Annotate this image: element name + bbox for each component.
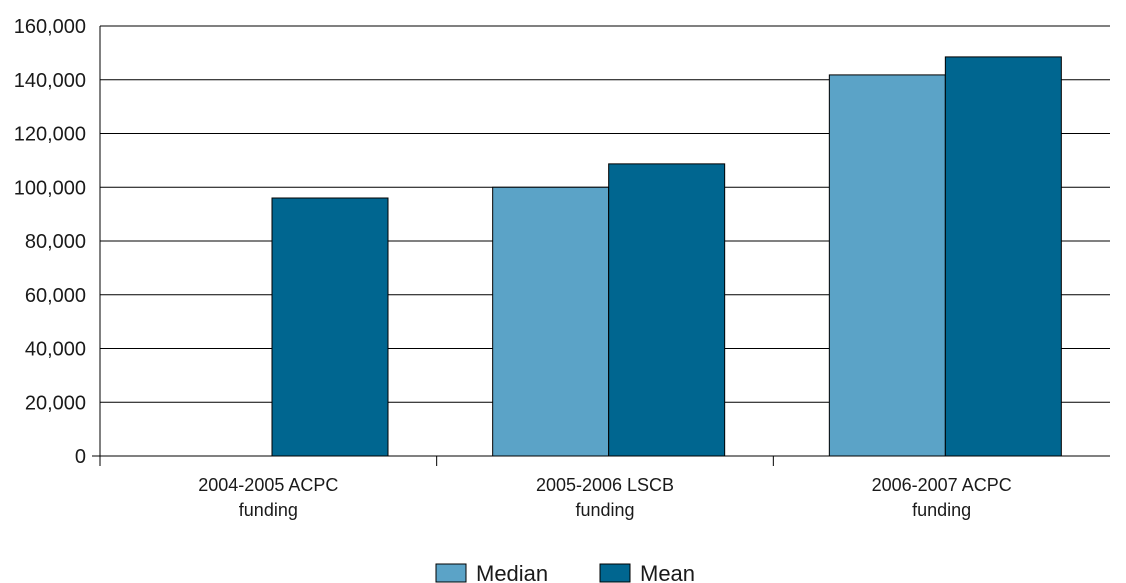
bar-mean-3	[944, 56, 1062, 457]
bar-median-2	[492, 186, 610, 457]
y-axis-tick-labels: 0 20,000 40,000 60,000 80,000 100,000 120,000 1…	[14, 16, 86, 468]
y-tick-label: 0	[75, 446, 86, 468]
x-category-label: 2004-2005 ACPC	[198, 475, 338, 495]
bar-mean-2	[608, 163, 726, 457]
y-tick-label: 60,000	[25, 285, 86, 307]
x-category-label: funding	[912, 500, 971, 520]
legend: Median Mean	[435, 561, 695, 583]
x-category-label: 2006-2007 ACPC	[872, 475, 1012, 495]
y-tick-label: 120,000	[14, 124, 86, 146]
y-tick-label: 140,000	[14, 70, 86, 92]
legend-swatch-median	[435, 563, 467, 583]
bar-mean-1	[271, 197, 389, 457]
x-category-label: funding	[239, 500, 298, 520]
x-axis-category-labels: 2004-2005 ACPC funding 2005-2006 LSCB fundi…	[198, 475, 1011, 520]
legend-label-median: Median	[476, 561, 548, 583]
legend-swatch-mean	[599, 563, 631, 583]
y-tick-label: 100,000	[14, 177, 86, 199]
bar-median-3	[828, 74, 946, 457]
y-tick-label: 40,000	[25, 339, 86, 361]
x-category-label: funding	[575, 500, 634, 520]
y-tick-label: 20,000	[25, 392, 86, 414]
y-tick-label: 80,000	[25, 231, 86, 253]
x-category-label: 2005-2006 LSCB	[536, 475, 674, 495]
y-tick-label: 160,000	[14, 16, 86, 38]
legend-label-mean: Mean	[640, 561, 695, 583]
bars	[271, 56, 1062, 457]
axes	[92, 26, 1110, 466]
